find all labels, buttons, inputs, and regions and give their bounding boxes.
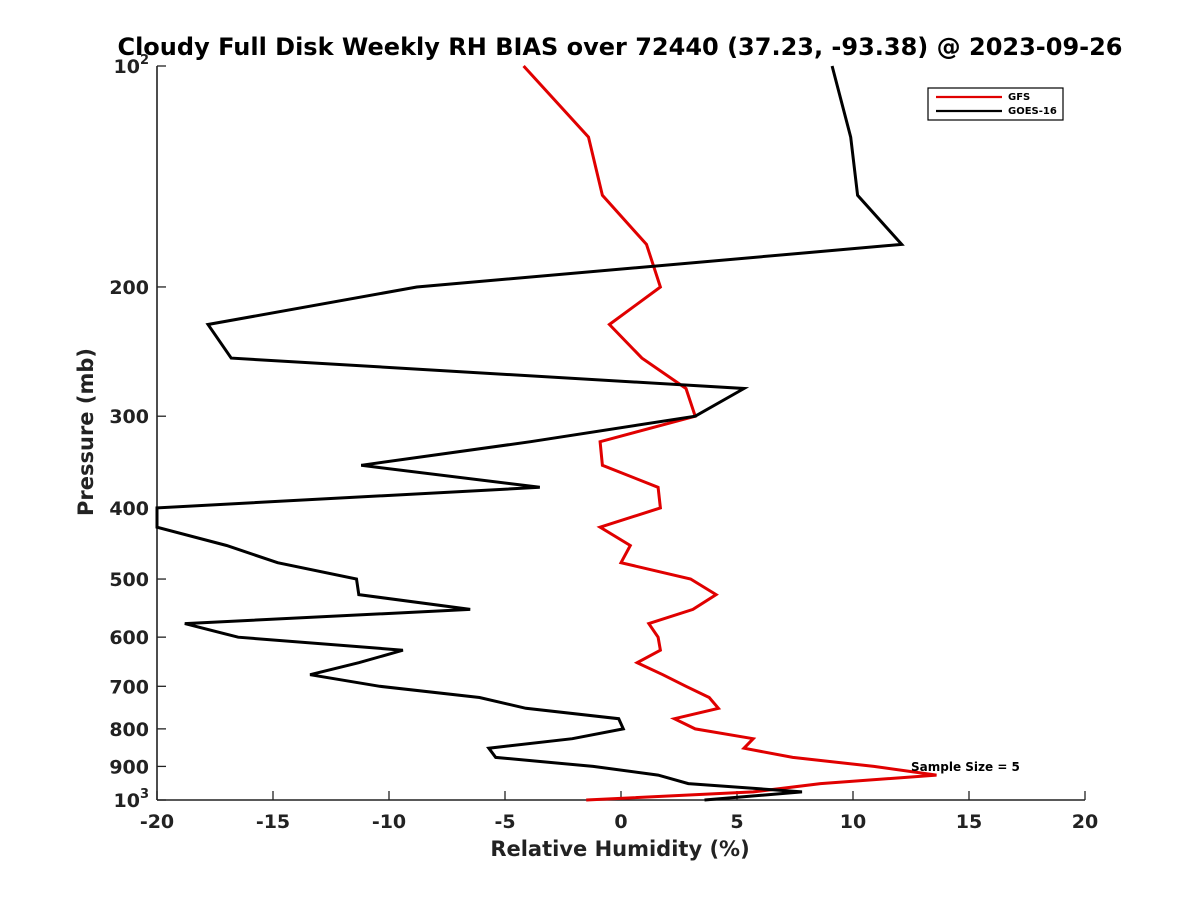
series-layer xyxy=(155,64,937,802)
x-tick-label: 15 xyxy=(956,811,982,833)
y-tick-label: 800 xyxy=(109,719,149,741)
y-tick-label: 300 xyxy=(109,406,149,428)
y-tick-label: 600 xyxy=(109,627,149,649)
legend-box xyxy=(927,87,1064,121)
series-line-gfs xyxy=(522,64,937,802)
chart-title: Cloudy Full Disk Weekly RH BIAS over 724… xyxy=(117,33,1122,61)
sample-size-annotation: Sample Size = 5 xyxy=(911,760,1020,774)
y-tick-label: 700 xyxy=(109,676,149,698)
y-tick-label: 102 xyxy=(114,53,150,78)
legend-label-gfs: GFS xyxy=(1008,92,1030,103)
y-tick-label: 200 xyxy=(109,277,149,299)
x-tick-label: 10 xyxy=(840,811,866,833)
x-tick-label: 5 xyxy=(730,811,743,833)
x-tick-label: -5 xyxy=(494,811,515,833)
legend: GFS GOES-16 xyxy=(927,87,1064,121)
x-tick-label: -20 xyxy=(140,811,174,833)
x-tick-label: 20 xyxy=(1072,811,1098,833)
y-axis-label: Pressure (mb) xyxy=(74,348,98,516)
x-tick-label: -10 xyxy=(372,811,406,833)
axes: -20 -15 -10 -5 0 5 10 15 20 102 200 300 400 500 600 700… xyxy=(109,53,1098,833)
x-tick-label: 0 xyxy=(614,811,627,833)
x-axis-label: Relative Humidity (%) xyxy=(490,837,749,861)
series-line-goes16 xyxy=(155,65,905,802)
legend-label-goes16: GOES-16 xyxy=(1008,106,1057,117)
y-tick-label: 400 xyxy=(109,498,149,520)
y-tick-label: 103 xyxy=(114,787,150,812)
y-tick-label: 500 xyxy=(109,569,149,591)
x-tick-label: -15 xyxy=(256,811,290,833)
y-tick-label: 900 xyxy=(109,756,149,778)
